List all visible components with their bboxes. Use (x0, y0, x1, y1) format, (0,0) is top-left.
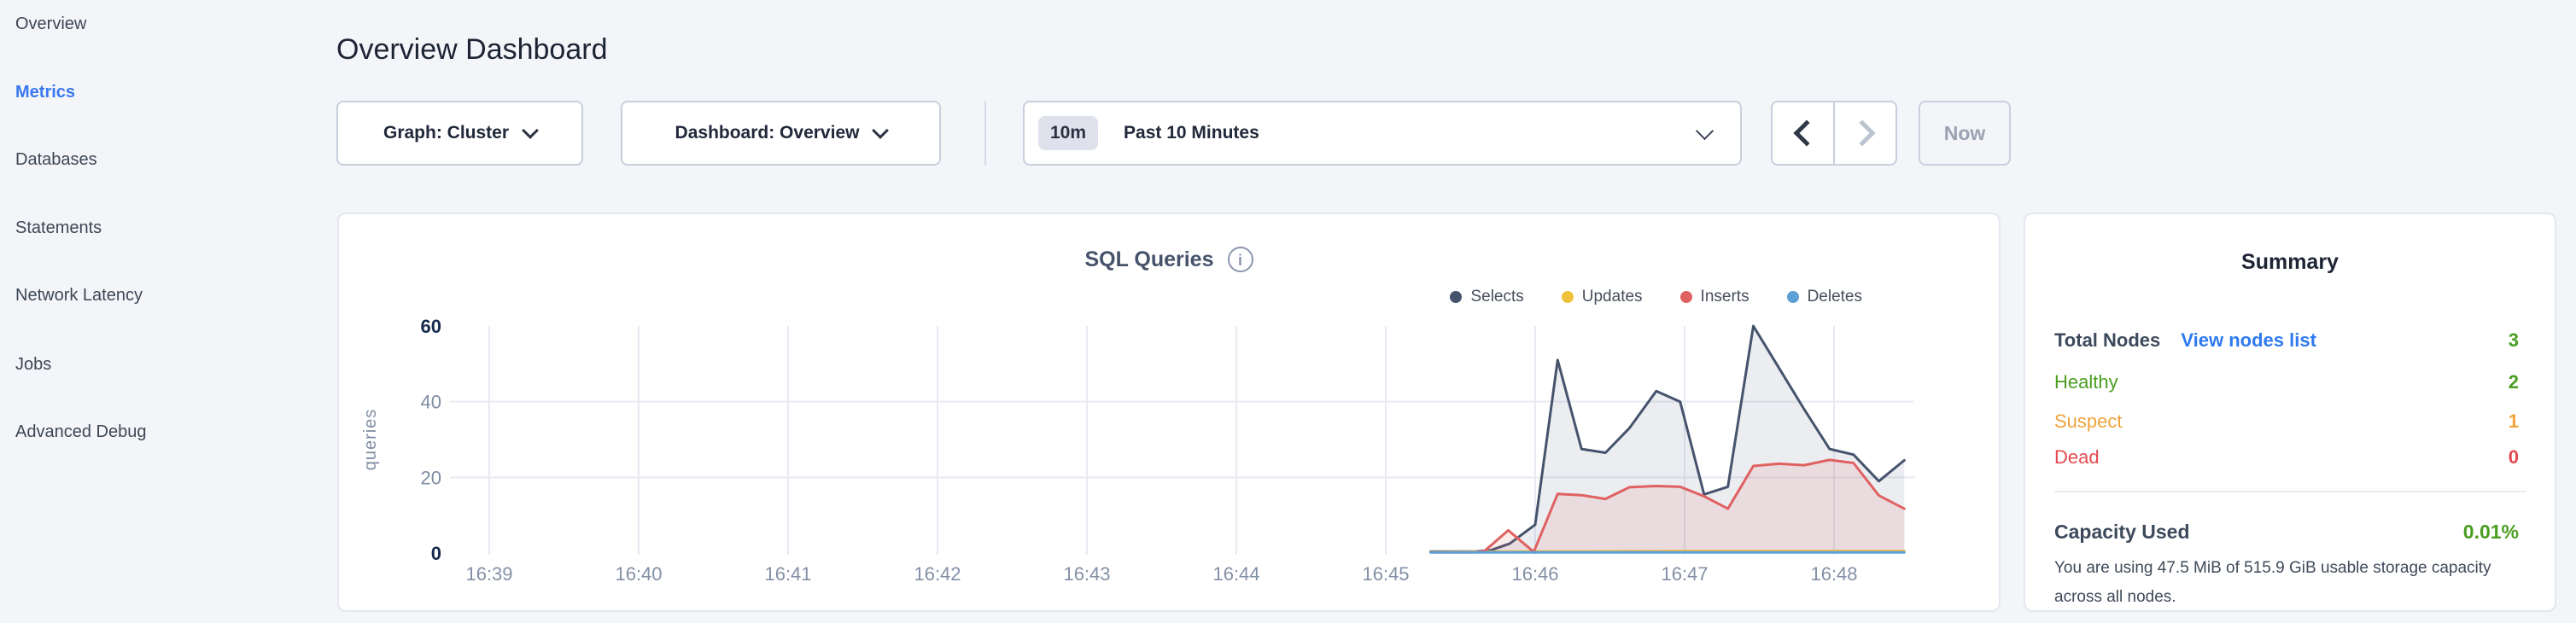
summary-divider (2054, 491, 2526, 492)
chevron-right-icon (1848, 119, 1876, 147)
capacity-used-label: Capacity Used (2054, 521, 2190, 543)
time-range-dropdown[interactable]: 10m Past 10 Minutes (1023, 101, 1742, 166)
healthy-label: Healthy (2054, 371, 2118, 393)
prev-time-range-button[interactable] (1773, 102, 1833, 164)
total-nodes-label: Total Nodes (2054, 329, 2161, 351)
healthy-value: 2 (2508, 371, 2519, 393)
view-nodes-list-link[interactable]: View nodes list (2181, 329, 2316, 351)
x-tick-label: 16:46 (1511, 563, 1558, 585)
total-nodes-row: Total Nodes View nodes list 3 (2054, 328, 2519, 353)
suspect-value: 1 (2508, 410, 2519, 432)
dead-label: Dead (2054, 446, 2100, 468)
y-tick-label: 60 (421, 316, 441, 337)
info-icon[interactable]: i (1227, 247, 1253, 272)
time-range-pager (1771, 101, 1897, 166)
x-tick-label: 16:40 (615, 563, 662, 585)
series-line-inserts (1429, 458, 1906, 554)
series-area-selects (1430, 326, 1905, 553)
legend-label: Updates (1581, 288, 1643, 306)
legend-item-updates: Updates (1561, 288, 1643, 306)
pager-separator (1833, 102, 1835, 164)
now-button[interactable]: Now (1919, 101, 2011, 166)
chart-legend: Selects Updates Inserts Deletes (1450, 288, 1862, 306)
total-nodes-value: 3 (2508, 329, 2519, 351)
x-tick-label: 16:39 (465, 563, 512, 585)
sidebar-item-databases[interactable]: Databases (15, 150, 97, 169)
time-range-badge: 10m (1038, 116, 1099, 150)
chevron-down-icon (1695, 121, 1714, 140)
sql-queries-chart-card: 16:39 16:40 16:41 16:42 16:43 16:44 16:45 16:46… (337, 213, 2001, 612)
x-tick-label: 16:48 (1810, 563, 1857, 585)
x-tick-label: 16:44 (1212, 563, 1259, 585)
legend-item-deletes: Deletes (1786, 288, 1862, 306)
x-tick-label: 16:41 (764, 563, 811, 585)
capacity-note: You are using 47.5 MiB of 515.9 GiB usab… (2054, 559, 2491, 606)
legend-label: Deletes (1807, 288, 1862, 306)
sidebar-item-advanced-debug[interactable]: Advanced Debug (15, 422, 147, 441)
y-tick-label: 40 (421, 392, 441, 413)
legend-label: Selects (1470, 288, 1524, 306)
healthy-nodes-row: Healthy 2 (2054, 370, 2519, 395)
graph-scope-dropdown-label: Graph: Cluster (383, 123, 510, 143)
sidebar-item-statements[interactable]: Statements (15, 218, 102, 237)
summary-panel: Summary Total Nodes View nodes list 3 He… (2024, 213, 2556, 612)
time-range-label: Past 10 Minutes (1124, 123, 1259, 143)
sidebar-item-network-latency[interactable]: Network Latency (15, 286, 143, 305)
suspect-nodes-row: Suspect 1 (2054, 409, 2519, 434)
suspect-label: Suspect (2054, 410, 2123, 432)
selects-dot-icon (1450, 291, 1463, 303)
dead-value: 0 (2508, 446, 2519, 468)
chart-title: SQL Queries (1084, 247, 1214, 271)
x-tick-label: 16:43 (1063, 563, 1110, 585)
legend-item-selects: Selects (1450, 288, 1524, 306)
x-tick-label: 16:42 (914, 563, 961, 585)
dashboard-dropdown-label: Dashboard: Overview (675, 123, 860, 143)
capacity-used-row: Capacity Used 0.01% (2054, 518, 2519, 545)
chevron-left-icon (1792, 119, 1820, 147)
sql-queries-chart: 16:39 16:40 16:41 16:42 16:43 16:44 16:45 16:46… (361, 316, 1914, 585)
sidebar-item-jobs[interactable]: Jobs (15, 355, 52, 374)
capacity-used-value: 0.01% (2462, 521, 2519, 543)
legend-item-inserts: Inserts (1679, 288, 1749, 306)
chevron-down-icon (522, 122, 539, 139)
updates-dot-icon (1561, 291, 1574, 303)
series-area-inserts (1430, 459, 1905, 553)
y-tick-label: 20 (421, 467, 441, 488)
dead-nodes-row: Dead 0 (2054, 445, 2519, 470)
summary-title: Summary (2241, 250, 2339, 274)
chevron-down-icon (872, 122, 890, 139)
deletes-dot-icon (1786, 291, 1799, 303)
x-tick-label: 16:45 (1362, 563, 1409, 585)
x-tick-label: 16:47 (1661, 563, 1708, 585)
sidebar-item-metrics[interactable]: Metrics (15, 83, 76, 102)
graph-scope-dropdown[interactable]: Graph: Cluster (336, 101, 583, 166)
y-tick-label: 0 (431, 543, 441, 564)
controls-divider (984, 101, 986, 166)
y-axis-title: queries (361, 409, 380, 471)
inserts-dot-icon (1679, 291, 1692, 303)
next-time-range-button[interactable] (1835, 102, 1895, 164)
sidebar-item-overview[interactable]: Overview (15, 15, 87, 33)
page-title: Overview Dashboard (336, 32, 608, 66)
series-line-selects (1429, 324, 1906, 553)
dashboard-dropdown[interactable]: Dashboard: Overview (621, 101, 941, 166)
legend-label: Inserts (1700, 288, 1749, 306)
